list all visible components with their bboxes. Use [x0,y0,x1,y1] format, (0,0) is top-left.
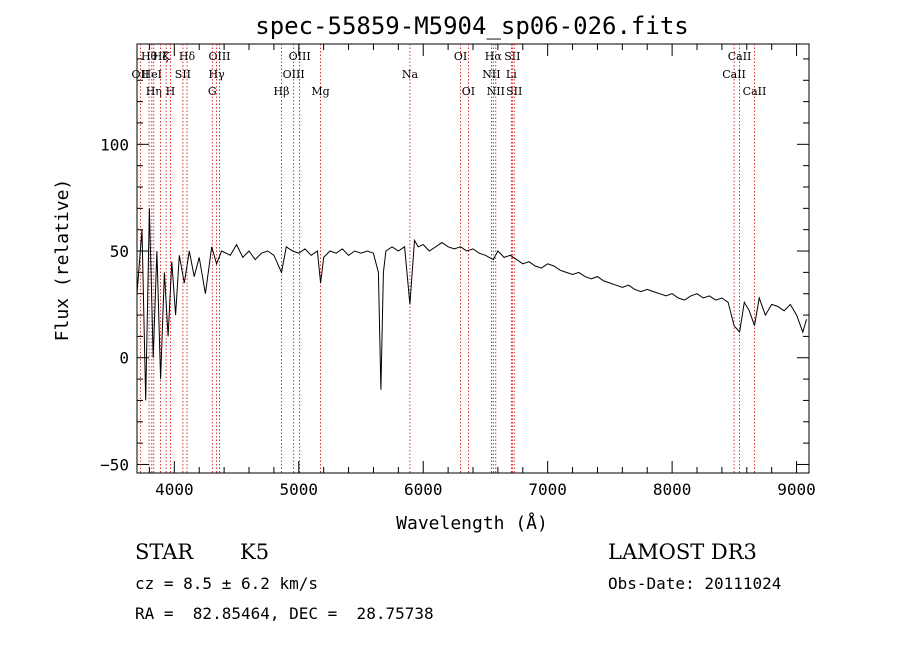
spectral-line-label: NII [487,85,505,98]
spectral-line-label: Hζ [153,50,169,63]
spectral-line-label: HeI [142,68,162,81]
chart-title: spec-55859-M5904_sp06-026.fits [255,12,688,40]
spectral-line-label: Hβ [274,85,290,98]
y-tick-label: 50 [110,242,129,261]
y-tick-label: −50 [100,455,129,474]
spectral-line-label: SII [506,85,522,98]
spectral-line-label: Hδ [179,50,196,63]
spectral-line-label: SII [175,68,191,81]
y-axis-label: Flux (relative) [52,179,73,342]
spectral-line-label: Hγ [209,68,226,81]
spectral-line-label: Li [506,68,517,81]
spectral-line-label: CaII [722,68,746,81]
spectral-line-label: OI [462,85,475,98]
x-tick-label: 9000 [777,480,816,499]
x-tick-label: 6000 [404,480,443,499]
spectral-line-label: OIII [208,50,230,63]
ra-dec: RA = 82.85464, DEC = 28.75738 [135,604,434,623]
survey-label: LAMOST DR3 [608,540,757,564]
spectral-line-label: CaII [743,85,767,98]
spectral-line-label: OII [132,68,150,81]
series-group [136,208,807,401]
spectral-line-label: K [162,50,171,63]
spectral-line-label: Mg [311,85,329,98]
line-markers-group: OII Hθ HeI Hη HζK SII H Hδ OIII Hγ G OIII OIII Hβ Mg Na… [132,44,767,473]
spectral-line-label: Hα [485,50,503,63]
spectral-line-label: CaII [728,50,752,63]
spectral-line-label: Hθ [141,50,158,63]
spectral-line-label: Hη [146,85,162,98]
flux-series-line [136,208,807,401]
x-tick-label: 5000 [280,480,319,499]
plot-frame [136,43,810,474]
x-tick-label: 7000 [528,480,567,499]
y-tick-label: 100 [100,135,129,154]
cz-value: cz = 8.5 ± 6.2 km/s [135,574,319,593]
spectral-line-label: SII [504,50,520,63]
spectral-line-label: OIII [289,50,311,63]
axes-group: 4000 5000 6000 7000 8000 9000 −50 0 50 100 [100,43,816,499]
obs-date: Obs-Date: 20111024 [608,574,782,593]
x-axis-label: Wavelength (Å) [396,512,548,534]
spectral-line-label: OIII [283,68,305,81]
spectral-line-label: G [208,85,217,98]
spectral-line-label: H [166,85,176,98]
x-tick-label: 4000 [155,480,194,499]
spectral-line-label: OI [454,50,467,63]
spectral-line-label: NII [482,68,500,81]
object-class: STAR [135,540,194,564]
x-tick-label: 8000 [653,480,692,499]
spectral-line-label: Na [402,68,419,81]
y-tick-label: 0 [119,349,129,368]
object-subclass: K5 [240,540,270,564]
